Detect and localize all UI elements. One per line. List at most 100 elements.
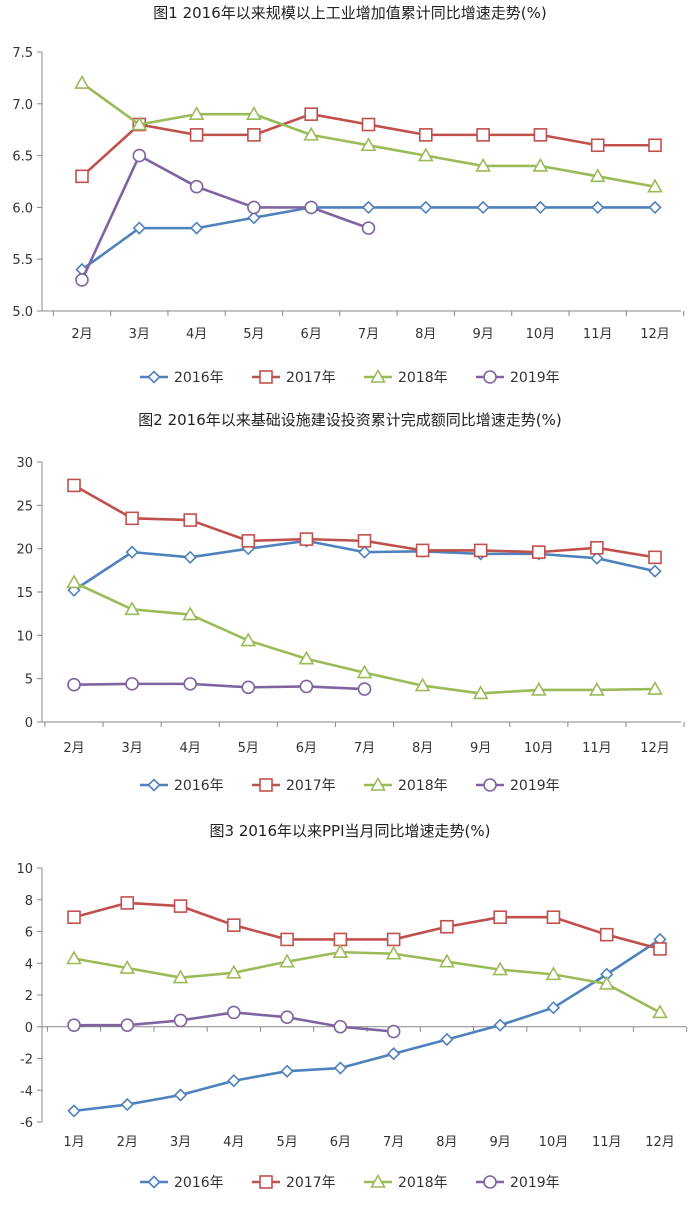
data-point xyxy=(647,680,663,695)
legend-marker xyxy=(483,1175,497,1189)
data-point xyxy=(227,918,241,932)
data-point xyxy=(172,969,189,984)
data-point xyxy=(418,128,433,142)
data-point xyxy=(303,126,320,141)
data-point xyxy=(183,677,197,691)
data-point xyxy=(493,1018,507,1032)
y-tick-label: 6 xyxy=(25,926,33,941)
series-line xyxy=(73,950,661,1014)
data-point xyxy=(652,1004,668,1019)
series-line xyxy=(80,154,369,281)
data-point xyxy=(67,677,81,692)
series-2018 xyxy=(66,944,668,1019)
data-point xyxy=(648,564,662,578)
data-point xyxy=(125,545,139,559)
legend-item-2016: 2016年 xyxy=(140,1175,224,1191)
legend-item-2019: 2019年 xyxy=(476,370,560,386)
data-point xyxy=(66,950,82,965)
x-tick-label: 6月 xyxy=(296,741,317,756)
y-tick-label: -2 xyxy=(20,1053,33,1068)
y-tick-label: 6.5 xyxy=(12,150,33,165)
x-tick-label: 4月 xyxy=(180,741,201,756)
data-point xyxy=(183,513,197,527)
x-tick-label: 12月 xyxy=(640,741,670,756)
legend-marker xyxy=(370,368,386,383)
data-point xyxy=(189,179,204,194)
data-point xyxy=(475,157,491,172)
data-point xyxy=(387,1047,401,1061)
data-point xyxy=(241,680,256,695)
data-point xyxy=(333,1061,347,1075)
series-2017 xyxy=(67,478,662,565)
x-tick-label: 7月 xyxy=(358,327,379,342)
legend-label: 2018年 xyxy=(398,370,448,386)
data-point xyxy=(472,685,489,700)
series-line xyxy=(73,682,365,691)
y-tick-label: 0 xyxy=(25,716,33,731)
data-point xyxy=(589,168,606,183)
data-point xyxy=(546,1001,561,1015)
data-point xyxy=(589,681,605,696)
legend-marker xyxy=(259,370,273,384)
x-tick-label: 8月 xyxy=(412,741,433,756)
x-tick-label: 8月 xyxy=(415,327,436,342)
x-tick-label: 5月 xyxy=(276,1135,297,1150)
legend-marker xyxy=(370,1173,386,1188)
data-point xyxy=(333,932,348,947)
data-point xyxy=(386,1024,401,1039)
y-tick-label: 4 xyxy=(25,957,33,972)
data-point xyxy=(533,128,548,142)
data-point xyxy=(119,959,136,974)
data-point xyxy=(67,910,81,925)
x-tick-label: 7月 xyxy=(383,1135,404,1150)
data-point xyxy=(67,1018,81,1032)
data-point xyxy=(476,200,490,215)
y-tick-label: 5.0 xyxy=(12,305,33,320)
x-tick-label: 3月 xyxy=(121,741,142,756)
x-tick-label: 3月 xyxy=(170,1135,191,1150)
data-point xyxy=(546,910,561,925)
legend-item-2019: 2019年 xyxy=(476,778,560,794)
data-point xyxy=(280,932,294,947)
series-2016 xyxy=(67,932,667,1118)
chart2-infrastructure-investment: 0 5 10 15 20 25 30 2月 3月 4月 5月 6月 7月 8月 9月 10月 11月 12月 201… xyxy=(16,456,685,794)
legend-marker xyxy=(147,370,161,384)
data-point xyxy=(241,534,256,548)
data-point xyxy=(280,1064,294,1078)
chart2-title: 图2 2016年以来基础设施建设投资累计完成额同比增速走势(%) xyxy=(138,411,562,429)
data-point xyxy=(590,551,604,565)
data-point xyxy=(75,273,89,287)
legend-label: 2018年 xyxy=(398,778,448,794)
y-tick-label: 2 xyxy=(25,989,33,1004)
data-point xyxy=(419,200,433,215)
data-point xyxy=(532,157,549,172)
data-point xyxy=(131,116,148,131)
y-tick-label: -4 xyxy=(20,1084,33,1099)
data-point xyxy=(182,606,199,621)
data-point xyxy=(415,543,430,558)
data-point xyxy=(473,543,488,558)
data-point xyxy=(66,574,82,589)
data-point xyxy=(356,664,373,679)
legend-item-2016: 2016年 xyxy=(140,778,224,794)
data-point xyxy=(647,178,663,193)
data-point xyxy=(417,147,434,162)
data-point xyxy=(357,545,372,559)
legend-marker xyxy=(483,778,497,792)
data-point xyxy=(492,961,509,976)
series-line xyxy=(81,206,655,271)
y-tick-label: 10 xyxy=(16,862,33,877)
data-point xyxy=(227,1005,241,1020)
x-tick-label: 5月 xyxy=(243,327,264,342)
data-point xyxy=(648,138,662,153)
legend-item-2017: 2017年 xyxy=(252,778,336,794)
data-point xyxy=(590,541,604,555)
data-point xyxy=(385,945,402,960)
y-tick-label: 7.5 xyxy=(12,46,33,61)
legend-item-2018: 2018年 xyxy=(364,1173,448,1191)
data-point xyxy=(590,138,605,153)
x-tick-label: 12月 xyxy=(640,327,670,342)
data-point xyxy=(357,534,372,548)
data-point xyxy=(67,1104,81,1118)
legend-marker xyxy=(370,776,386,791)
